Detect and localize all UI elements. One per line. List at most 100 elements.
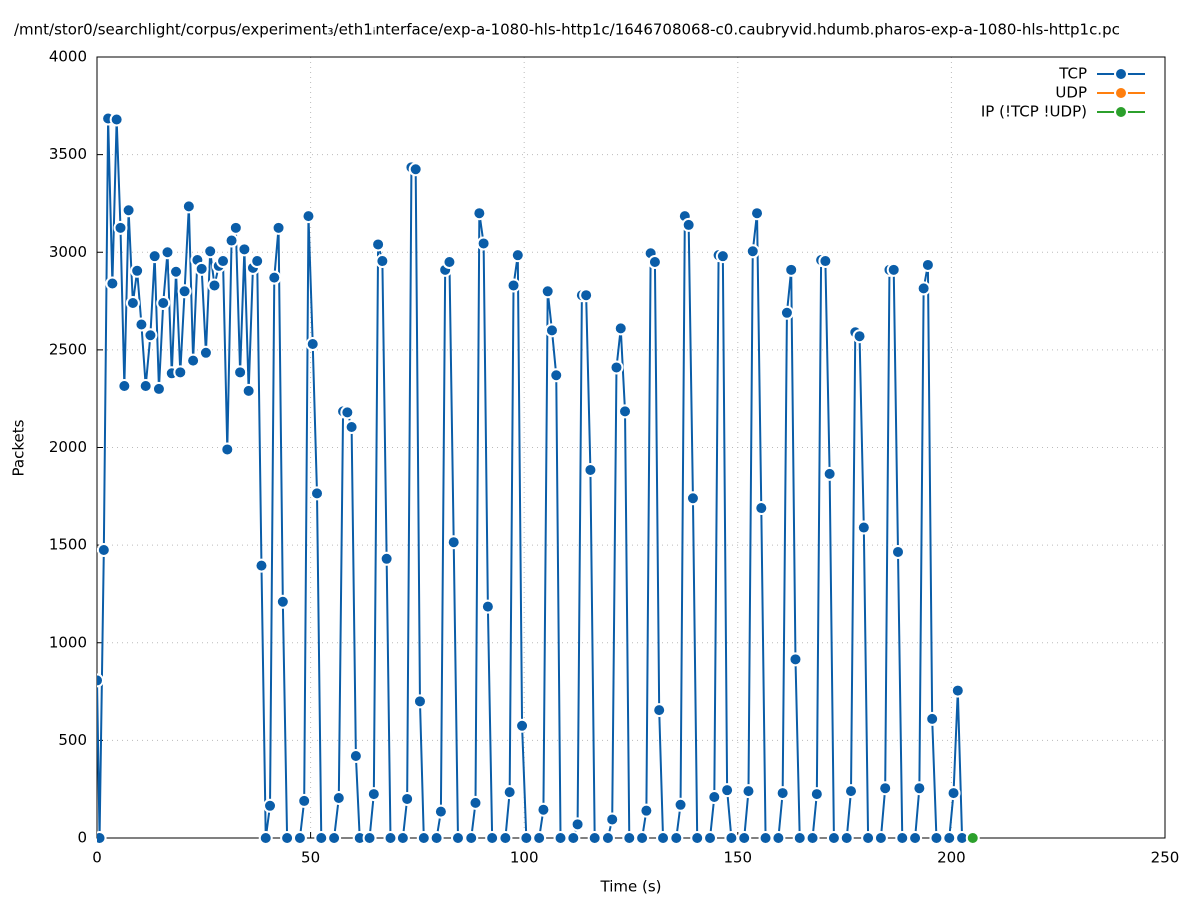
data-point [669, 831, 684, 845]
data-point [220, 442, 235, 457]
y-tick-label: 1500 [49, 536, 87, 554]
data-point [750, 206, 765, 221]
data-point [622, 831, 637, 845]
data-point [480, 599, 495, 614]
data-point [156, 296, 171, 311]
data-point [758, 831, 773, 845]
data-point [566, 831, 581, 845]
data-point [553, 831, 568, 845]
data-point [379, 551, 394, 566]
data-point [544, 323, 559, 338]
data-point [97, 543, 111, 558]
grid [96, 56, 1166, 839]
data-point [929, 831, 944, 845]
legend-marker [1114, 67, 1128, 81]
data-point [207, 278, 222, 293]
data-point [194, 261, 209, 276]
data-point [412, 694, 427, 709]
data-point [366, 787, 381, 802]
data-point [600, 831, 615, 845]
data-point [433, 804, 448, 819]
data-point [724, 831, 739, 845]
data-point [297, 793, 312, 808]
data-point [224, 233, 239, 248]
data-point [673, 797, 688, 812]
data-point [647, 255, 662, 270]
y-tick-label: 4000 [49, 48, 87, 66]
data-point [151, 381, 166, 396]
data-point [254, 558, 269, 573]
data-point [228, 220, 243, 235]
data-point [754, 501, 769, 516]
data-point [715, 249, 730, 264]
data-point [375, 254, 390, 269]
data-point [656, 831, 671, 845]
data-point [613, 321, 628, 336]
data-point [344, 419, 359, 434]
data-point [485, 831, 500, 845]
data-point [775, 786, 790, 801]
data-point [203, 244, 218, 259]
data-point [464, 831, 479, 845]
data-point [788, 652, 803, 667]
data-point [173, 365, 188, 380]
data-point [169, 264, 184, 279]
data-point [920, 257, 935, 272]
data-point [395, 831, 410, 845]
data-point [916, 281, 931, 296]
x-axis-label: Time (s) [600, 878, 662, 896]
data-point [925, 711, 940, 726]
chart-title: /mnt/stor0/searchlight/corpus/experiment… [14, 21, 1120, 39]
data-point [720, 783, 735, 798]
data-point [583, 462, 598, 477]
data-point [861, 831, 876, 845]
data-point [891, 544, 905, 559]
data-point [549, 368, 564, 383]
data-point [305, 337, 320, 352]
data-point [605, 812, 620, 827]
data-point [822, 466, 837, 481]
y-tick-label: 3000 [49, 243, 87, 261]
x-tick-label: 100 [510, 849, 539, 867]
data-point [280, 831, 295, 845]
x-tick-label: 50 [301, 849, 320, 867]
data-point [408, 162, 423, 177]
data-point [267, 270, 282, 285]
data-point [965, 831, 980, 845]
data-point [400, 791, 415, 806]
data-point [886, 262, 901, 277]
data-point [216, 254, 231, 269]
data-point [275, 594, 290, 609]
data-point [852, 329, 867, 344]
legend-label: UDP [1055, 84, 1087, 102]
data-point [635, 831, 650, 845]
data-point [125, 296, 140, 311]
data-point [579, 288, 594, 303]
data-point [233, 365, 248, 380]
y-tick-label: 2500 [49, 340, 87, 358]
data-point [510, 248, 525, 263]
y-tick-label: 2000 [49, 438, 87, 456]
data-point [878, 781, 893, 796]
data-point [160, 245, 175, 260]
data-point [498, 831, 513, 845]
data-point [130, 263, 145, 278]
data-point [121, 203, 136, 218]
data-point [476, 236, 491, 251]
data-point [703, 831, 718, 845]
data-point [271, 220, 286, 235]
data-point [105, 276, 120, 291]
data-point [618, 404, 633, 419]
data-point [138, 378, 153, 393]
data-point [134, 317, 149, 332]
data-point [442, 255, 457, 270]
data-point [809, 787, 824, 802]
data-point [198, 345, 213, 360]
data-point [446, 535, 461, 550]
data-point [371, 237, 386, 252]
data-point [540, 284, 555, 299]
plot-area [97, 111, 980, 845]
